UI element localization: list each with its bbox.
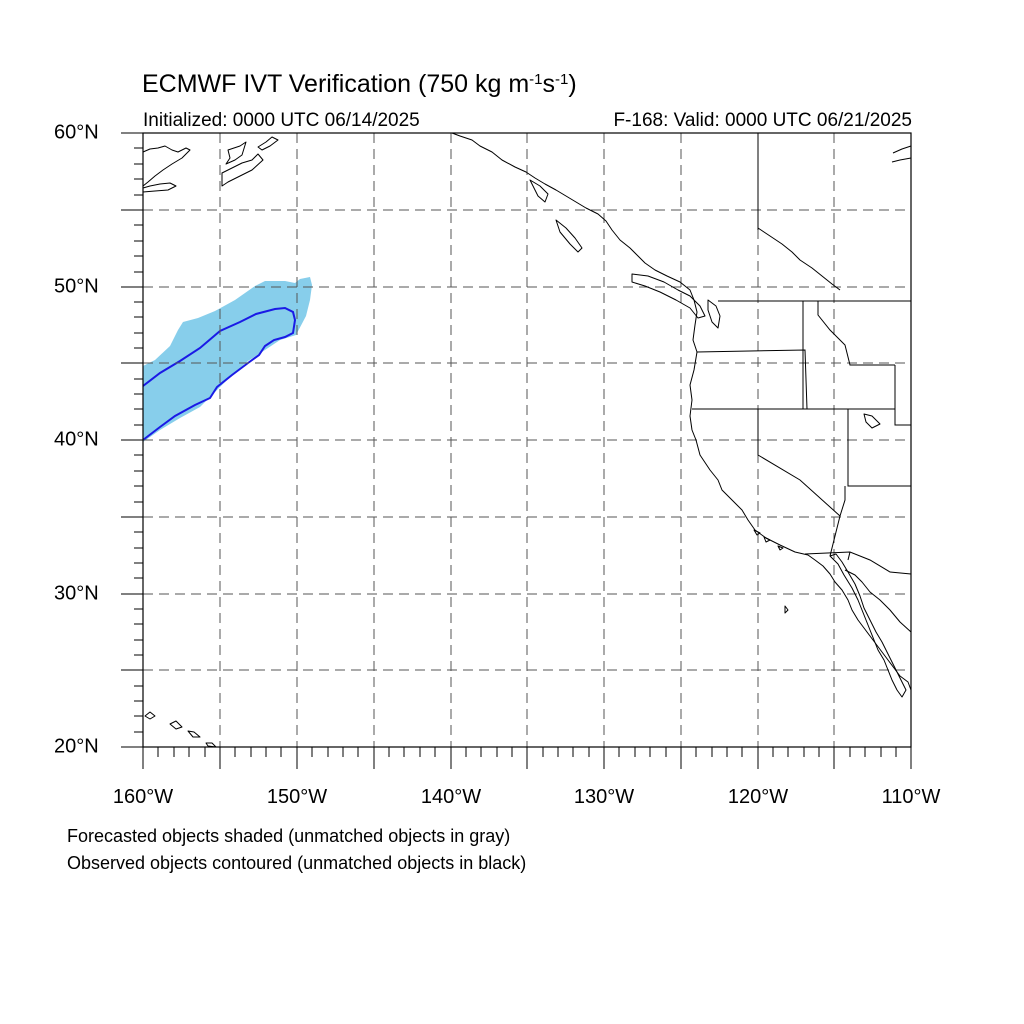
lat-label-30n: 30°N	[54, 582, 99, 605]
lon-label-150w: 150°W	[266, 786, 328, 808]
valid-time-label: F-168: Valid: 0000 UTC 06/21/2025	[613, 110, 912, 131]
coastlines	[142, 132, 912, 748]
initialized-label: Initialized: 0000 UTC 06/14/2025	[143, 110, 420, 131]
observed-object-contour	[142, 306, 297, 441]
lat-label-60n: 60°N	[54, 121, 99, 144]
lon-label-130w: 130°W	[573, 786, 635, 808]
lat-label-50n: 50°N	[54, 275, 99, 298]
note-observed-objects: Observed objects contoured (unmatched ob…	[67, 853, 527, 873]
note-forecast-objects: Forecasted objects shaded (unmatched obj…	[67, 826, 511, 846]
chart-title: ECMWF IVT Verification (750 kg m-1s-1)	[142, 70, 577, 98]
lat-label-20n: 20°N	[54, 735, 99, 758]
graticule	[143, 133, 911, 747]
lon-label-140w: 140°W	[420, 786, 482, 808]
lon-label-160w: 160°W	[112, 786, 174, 808]
forecast-object	[143, 277, 312, 442]
axis-ticks	[121, 132, 912, 769]
lon-label-120w: 120°W	[727, 786, 789, 808]
lat-label-40n: 40°N	[54, 428, 99, 451]
lon-label-110w: 110°W	[881, 786, 941, 808]
political-borders	[692, 133, 912, 575]
